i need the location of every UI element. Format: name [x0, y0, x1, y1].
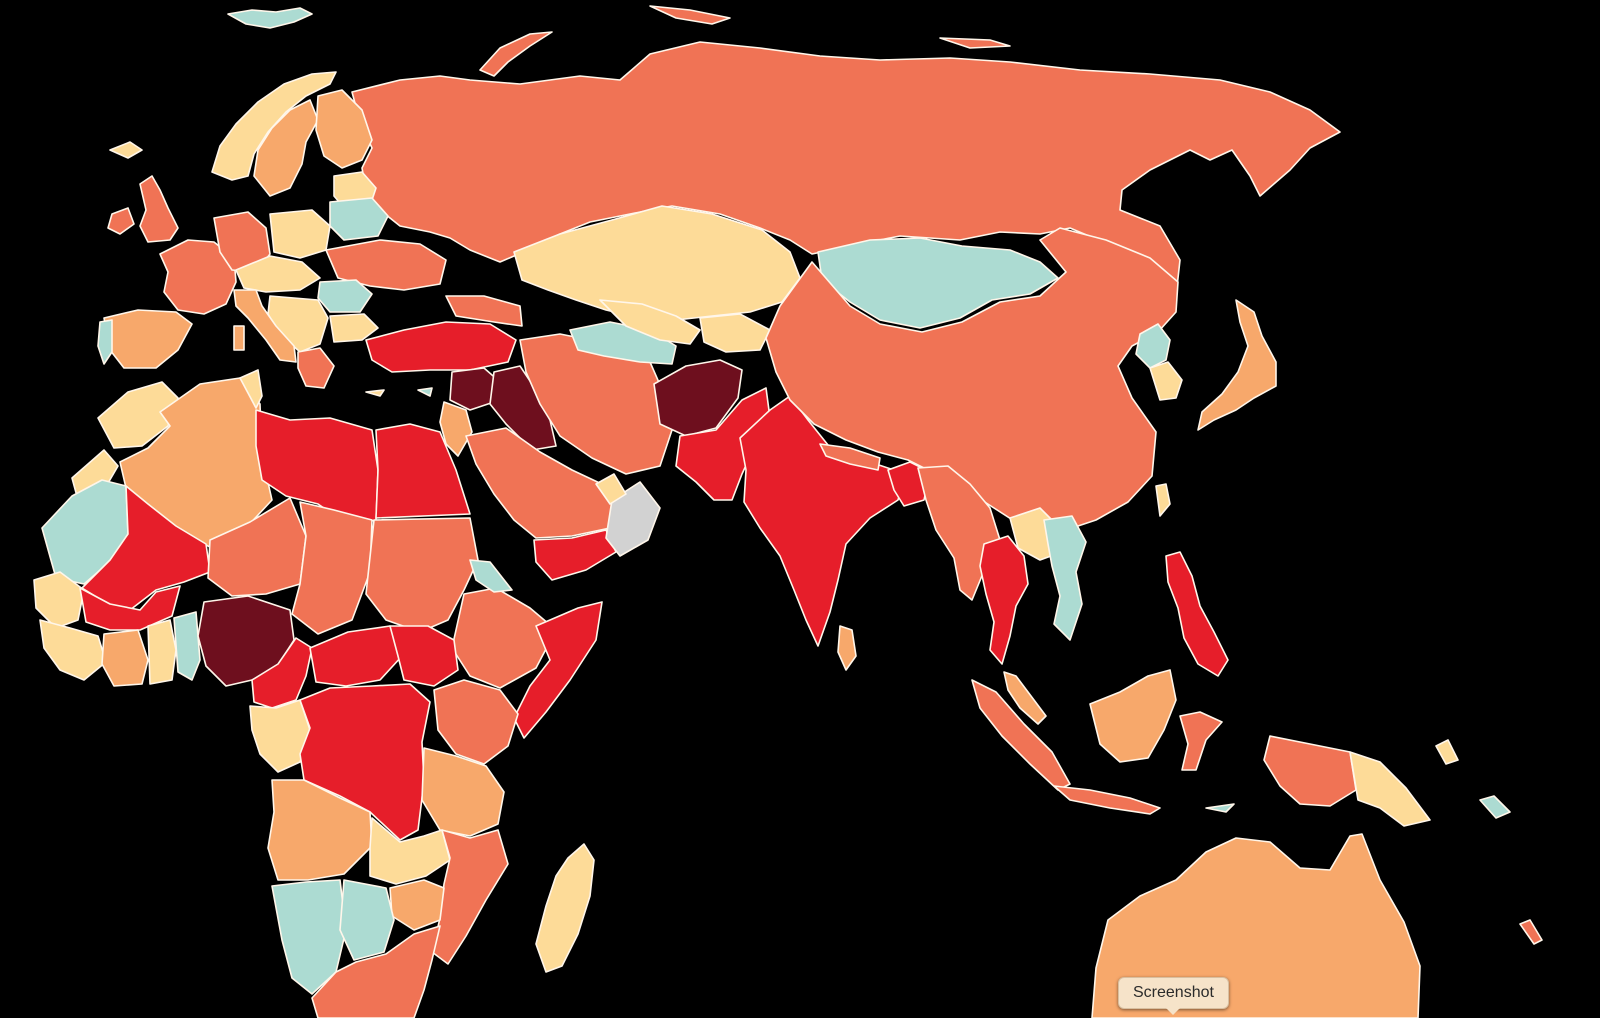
region-madagascar[interactable] — [535, 843, 595, 973]
region-korea[interactable] — [1135, 323, 1171, 369]
region-borneo[interactable] — [1089, 669, 1177, 763]
region-gulf-states[interactable] — [595, 473, 627, 505]
region-chad[interactable] — [291, 501, 373, 635]
region-cote-divoire[interactable] — [101, 629, 149, 687]
region-philippines[interactable] — [1165, 551, 1229, 677]
region-russia[interactable] — [351, 41, 1341, 301]
region-china[interactable] — [765, 227, 1179, 533]
region-novaya-zemlya[interactable] — [479, 31, 553, 77]
region-sardinia[interactable] — [233, 325, 245, 351]
region-pacific-islands[interactable] — [1479, 795, 1511, 819]
region-central-europe[interactable] — [235, 255, 321, 293]
region-sulawesi[interactable] — [1179, 711, 1223, 771]
region-mali[interactable] — [81, 485, 211, 611]
screenshot-tooltip: Screenshot — [1118, 977, 1229, 1015]
region-sri-lanka[interactable] — [837, 625, 857, 671]
region-bulgaria[interactable] — [329, 313, 379, 343]
region-india[interactable] — [739, 395, 907, 647]
region-ghana[interactable] — [147, 619, 177, 685]
region-new-caledonia[interactable] — [1519, 919, 1543, 945]
region-australia[interactable] — [1091, 833, 1421, 1018]
region-kyrgyz-tajik[interactable] — [699, 313, 771, 353]
region-iceland[interactable] — [109, 141, 143, 159]
region-malay-peninsula[interactable] — [1003, 671, 1047, 725]
region-uk[interactable] — [139, 175, 179, 243]
region-finland[interactable] — [315, 89, 373, 169]
region-greece[interactable] — [297, 347, 335, 389]
region-romania[interactable] — [317, 279, 373, 313]
region-zambia[interactable] — [369, 817, 451, 885]
region-caucasus[interactable] — [445, 295, 523, 327]
region-somalia[interactable] — [513, 601, 603, 739]
region-arctic-islands-2[interactable] — [939, 37, 1011, 49]
region-cyprus[interactable] — [417, 387, 433, 397]
region-ireland[interactable] — [107, 207, 135, 235]
tooltip-label: Screenshot — [1133, 984, 1214, 1001]
region-crete[interactable] — [365, 389, 385, 397]
region-turkey[interactable] — [365, 321, 517, 373]
region-solomon[interactable] — [1435, 739, 1459, 765]
region-angola[interactable] — [267, 779, 373, 881]
region-timor[interactable] — [1205, 803, 1235, 813]
region-tunisia[interactable] — [239, 369, 263, 409]
region-south-sudan[interactable] — [389, 625, 459, 687]
region-uganda-kenya[interactable] — [433, 679, 519, 765]
region-france[interactable] — [159, 239, 237, 315]
region-poland[interactable] — [269, 209, 331, 259]
region-kazakhstan[interactable] — [513, 205, 801, 321]
region-yemen[interactable] — [533, 529, 617, 581]
region-ethiopia[interactable] — [451, 587, 557, 689]
region-senegal-area[interactable] — [33, 571, 85, 629]
region-japan[interactable] — [1197, 299, 1277, 431]
region-java[interactable] — [1053, 785, 1161, 815]
region-togo-benin[interactable] — [173, 611, 201, 681]
region-zimbabwe[interactable] — [389, 879, 445, 931]
region-mongolia[interactable] — [817, 237, 1059, 329]
region-svalbard[interactable] — [227, 7, 313, 29]
region-taiwan[interactable] — [1155, 483, 1171, 517]
region-thailand[interactable] — [979, 535, 1029, 665]
region-oman[interactable] — [605, 481, 661, 557]
region-south-korea[interactable] — [1149, 361, 1183, 401]
region-new-guinea[interactable] — [1263, 735, 1357, 807]
region-south-africa[interactable] — [311, 925, 441, 1018]
region-eritrea[interactable] — [469, 559, 513, 593]
region-nepal[interactable] — [819, 443, 881, 471]
region-sudan[interactable] — [365, 517, 479, 633]
region-arctic-islands[interactable] — [649, 5, 731, 25]
region-guinea-area[interactable] — [39, 619, 107, 681]
region-burkina[interactable] — [79, 585, 181, 631]
region-car[interactable] — [309, 625, 403, 687]
region-drc[interactable] — [299, 683, 431, 841]
region-iraq[interactable] — [489, 365, 557, 451]
region-gabon-congo[interactable] — [249, 699, 311, 773]
region-spain[interactable] — [103, 309, 193, 369]
region-papua-new-guinea[interactable] — [1349, 751, 1431, 827]
region-levant[interactable] — [439, 401, 473, 457]
region-egypt[interactable] — [375, 423, 471, 519]
region-tanzania[interactable] — [421, 747, 505, 837]
region-norway[interactable] — [211, 71, 337, 181]
region-malawi-moz[interactable] — [431, 829, 509, 965]
region-portugal[interactable] — [97, 319, 113, 365]
region-cameroon[interactable] — [251, 637, 313, 709]
region-uzbekistan[interactable] — [599, 299, 701, 345]
region-botswana[interactable] — [339, 879, 395, 961]
region-afghanistan[interactable] — [653, 359, 743, 437]
region-vietnam[interactable] — [1043, 515, 1087, 641]
region-italy[interactable] — [233, 289, 297, 363]
region-belarus[interactable] — [329, 197, 389, 241]
